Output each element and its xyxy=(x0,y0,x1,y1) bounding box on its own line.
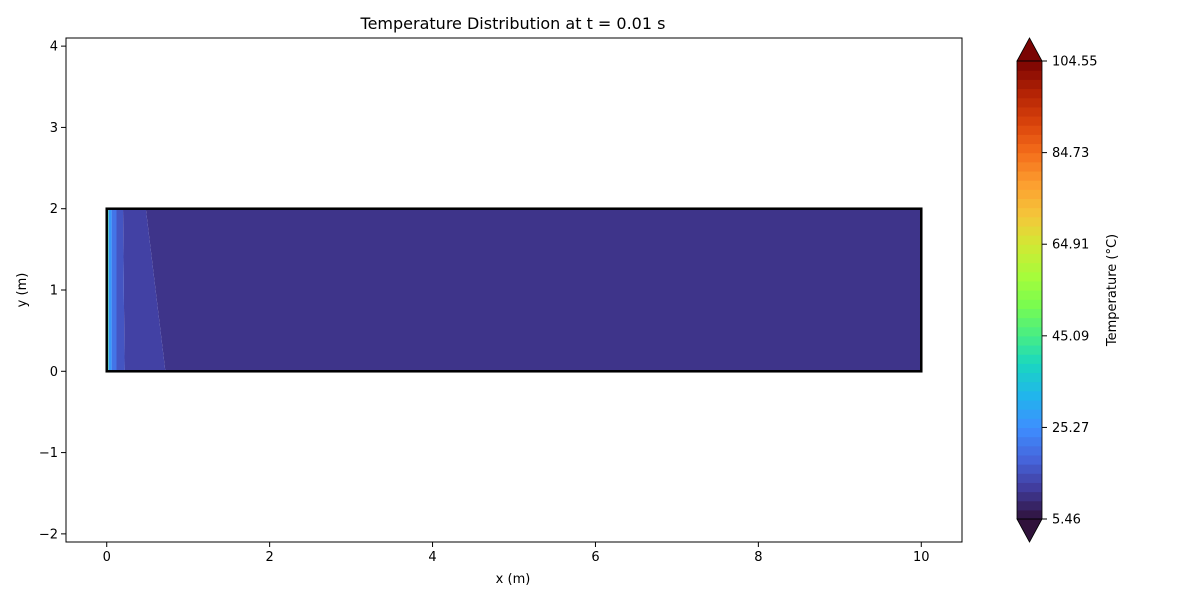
colorbar-level xyxy=(1017,253,1042,264)
colorbar-level xyxy=(1017,88,1042,99)
colorbar-level xyxy=(1017,363,1042,374)
colorbar-level xyxy=(1017,326,1042,337)
colorbar-level xyxy=(1017,271,1042,282)
colorbar-level xyxy=(1017,381,1042,392)
x-axis-label: x (m) xyxy=(496,572,531,587)
colorbar-frame xyxy=(1016,60,1043,520)
colorbar-level xyxy=(1017,115,1042,126)
colorbar-level xyxy=(1017,317,1042,328)
field-band xyxy=(116,208,125,372)
colorbar-level xyxy=(1017,335,1042,346)
colorbar-level xyxy=(1017,491,1042,502)
colorbar-level xyxy=(1017,207,1042,218)
x-tick-label: 0 xyxy=(103,550,111,565)
colorbar-level xyxy=(1017,235,1042,245)
colorbar-level xyxy=(1017,189,1042,199)
colorbar-level xyxy=(1017,152,1042,163)
colorbar-level xyxy=(1017,290,1042,300)
y-tick-label: −2 xyxy=(39,527,58,542)
colorbar-level xyxy=(1017,97,1042,108)
colorbar-level xyxy=(1017,427,1042,438)
colorbar-level xyxy=(1017,482,1042,493)
y-axis-ticks: −2 −1 0 1 2 3 4 xyxy=(39,40,66,542)
colorbar-level xyxy=(1017,134,1042,145)
colorbar-tick-label: 25.27 xyxy=(1052,421,1089,436)
colorbar-level xyxy=(1017,143,1042,154)
colorbar-level xyxy=(1017,500,1042,511)
y-axis-label: y (m) xyxy=(15,273,30,308)
colorbar-level xyxy=(1017,399,1042,410)
x-tick-label: 8 xyxy=(754,550,762,565)
y-tick-label: −1 xyxy=(39,446,58,461)
y-tick-label: 3 xyxy=(50,121,58,136)
colorbar-level xyxy=(1017,354,1042,364)
colorbar-level xyxy=(1017,198,1042,209)
y-tick-label: 2 xyxy=(50,202,58,217)
colorbar-level xyxy=(1017,344,1042,355)
colorbar-level xyxy=(1017,308,1042,319)
chart-title: Temperature Distribution at t = 0.01 s xyxy=(360,14,666,33)
colorbar: 5.46 25.27 45.09 64.91 84.73 104.55 xyxy=(1016,37,1098,543)
field-band xyxy=(145,208,922,372)
colorbar-tick-label: 104.55 xyxy=(1052,55,1098,70)
colorbar-level xyxy=(1017,106,1042,117)
colorbar-level xyxy=(1017,170,1042,181)
colorbar-level xyxy=(1017,445,1042,456)
temperature-field xyxy=(106,208,922,372)
colorbar-tick-label: 45.09 xyxy=(1052,329,1089,344)
colorbar-level xyxy=(1017,436,1042,447)
colorbar-level xyxy=(1017,244,1042,254)
colorbar-level xyxy=(1017,225,1042,236)
colorbar-label: Temperature (°C) xyxy=(1105,234,1120,347)
colorbar-tick-label: 5.46 xyxy=(1052,513,1081,528)
x-tick-label: 6 xyxy=(591,550,599,565)
x-axis-ticks: 0 2 4 6 8 10 xyxy=(103,542,930,565)
field-band xyxy=(123,208,166,372)
colorbar-extend-min xyxy=(1016,518,1043,543)
field-band xyxy=(108,208,112,372)
colorbar-level xyxy=(1017,390,1042,401)
colorbar-level xyxy=(1017,299,1042,309)
colorbar-level xyxy=(1017,464,1042,474)
colorbar-level xyxy=(1017,280,1042,291)
colorbar-level xyxy=(1017,70,1042,80)
colorbar-level xyxy=(1017,161,1042,172)
colorbar-level xyxy=(1017,262,1042,273)
y-tick-label: 1 xyxy=(50,284,58,299)
colorbar-extend-max xyxy=(1016,37,1043,62)
colorbar-level xyxy=(1017,79,1042,90)
colorbar-tick-label: 64.91 xyxy=(1052,238,1089,253)
colorbar-level xyxy=(1017,61,1042,71)
colorbar-level xyxy=(1017,454,1042,465)
colorbar-level xyxy=(1017,409,1042,419)
y-tick-label: 0 xyxy=(50,365,58,380)
colorbar-level xyxy=(1017,372,1042,383)
x-tick-label: 4 xyxy=(428,550,436,565)
x-tick-label: 10 xyxy=(913,550,930,565)
colorbar-level xyxy=(1017,125,1042,135)
colorbar-tick-label: 84.73 xyxy=(1052,146,1089,161)
x-tick-label: 2 xyxy=(265,550,273,565)
colorbar-level xyxy=(1017,418,1042,428)
field-band xyxy=(111,208,117,372)
colorbar-level xyxy=(1017,509,1042,520)
colorbar-level xyxy=(1017,180,1042,190)
colorbar-level xyxy=(1017,216,1042,227)
domain-outline xyxy=(105,207,923,373)
y-tick-label: 4 xyxy=(50,40,58,55)
colorbar-level xyxy=(1017,473,1042,483)
